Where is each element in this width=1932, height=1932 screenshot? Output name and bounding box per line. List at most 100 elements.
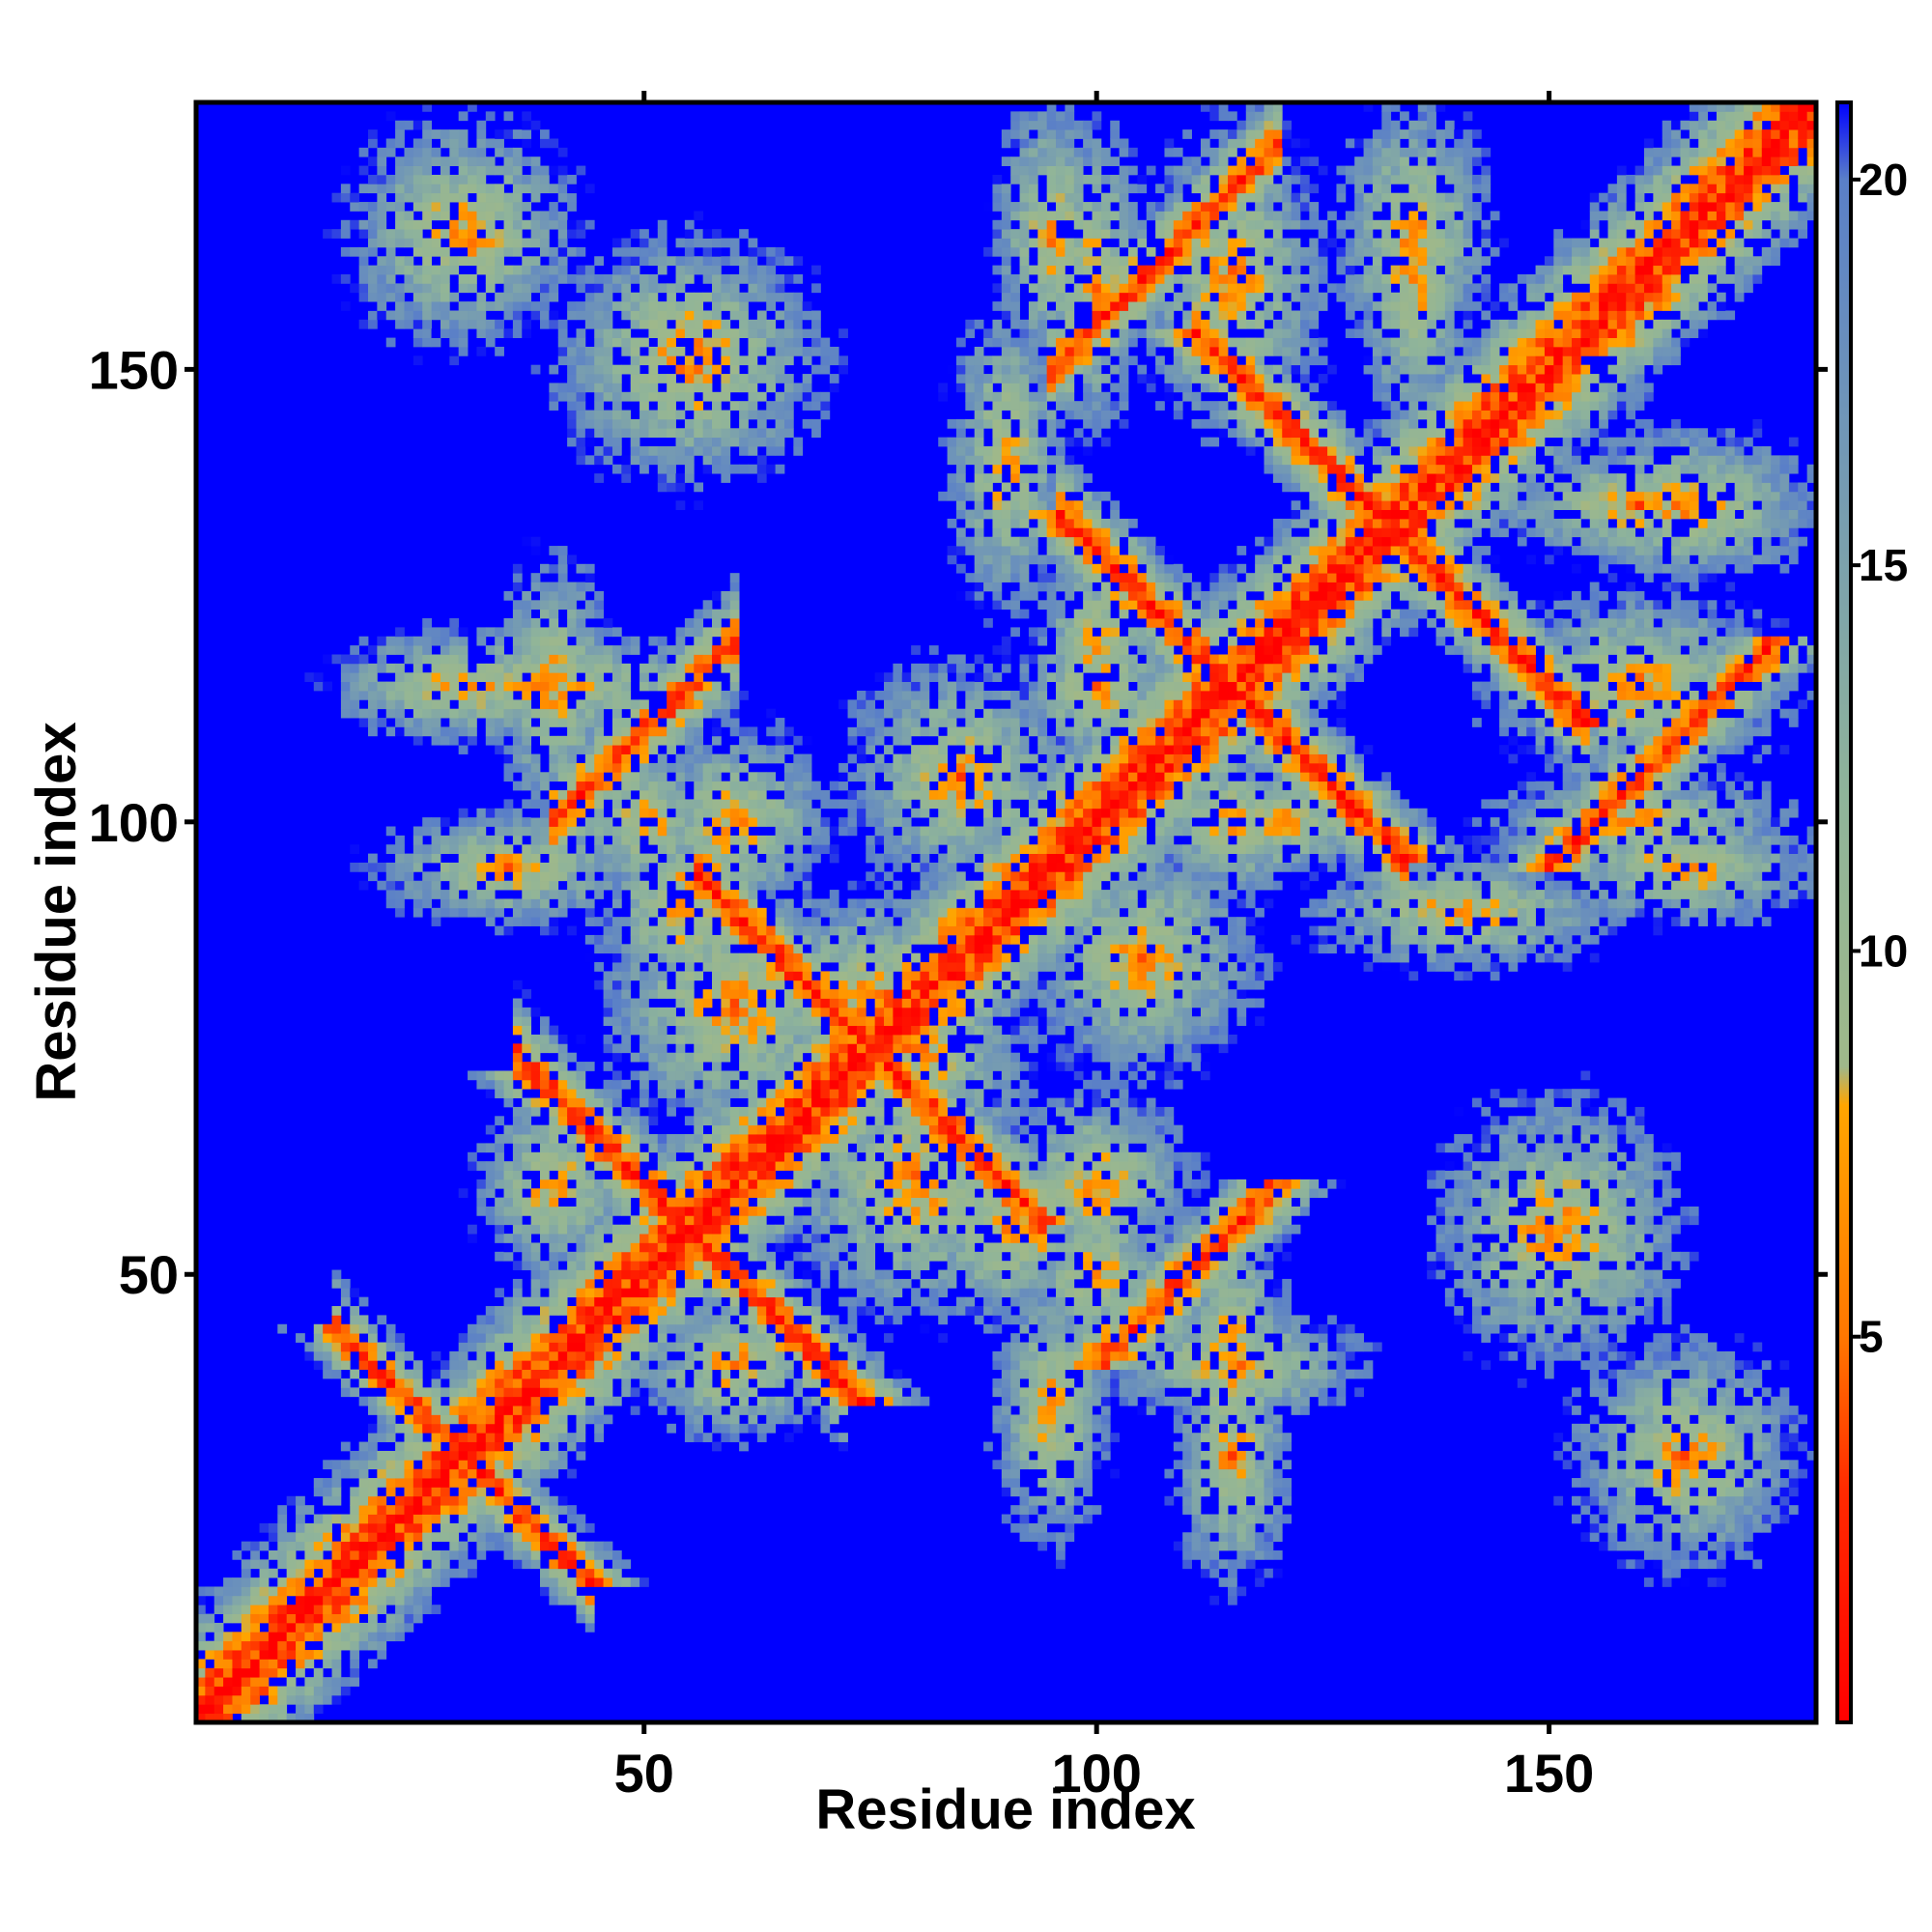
heatmap-cell [385,1414,396,1425]
heatmap-cell [748,1406,758,1415]
heatmap-cell [657,1034,668,1044]
heatmap-cell [712,455,722,466]
heatmap-cell [468,1369,477,1379]
heatmap-cell [748,1143,758,1153]
heatmap-cell [630,1170,640,1180]
heatmap-cell [802,925,812,936]
heatmap-cell [340,1605,351,1614]
heatmap-cell [557,1378,568,1388]
heatmap-cell [594,1116,604,1126]
heatmap-cell [377,202,387,212]
heatmap-cell [440,301,450,311]
heatmap-cell [404,1514,414,1524]
heatmap-cell [675,1179,686,1189]
heatmap-cell [729,699,740,710]
heatmap-cell [350,1522,360,1533]
heatmap-cell [549,1423,559,1434]
heatmap-cell [748,726,758,737]
heatmap-cell [495,1396,504,1406]
heatmap-cell [729,917,740,926]
heatmap-cell [449,1495,460,1506]
heatmap-cell [530,1360,541,1371]
heatmap-cell [712,301,722,311]
heatmap-cell [775,826,785,837]
heatmap-cell [657,283,668,294]
heatmap-cell [567,1097,577,1108]
heatmap-cell [512,672,523,682]
heatmap-cell [630,1179,640,1189]
heatmap-cell [368,292,378,302]
heatmap-cell [639,745,649,754]
heatmap-cell [422,844,432,854]
heatmap-cell [522,1143,532,1153]
heatmap-cell [721,418,731,429]
heatmap-cell [667,1034,676,1044]
heatmap-cell [748,1369,758,1379]
heatmap-cell [675,636,686,646]
heatmap-cell [567,582,577,592]
heatmap-cell [567,1224,577,1235]
heatmap-cell [458,1505,469,1515]
heatmap-cell [431,1460,441,1470]
heatmap-cell [611,672,622,682]
heatmap-cell [694,971,704,981]
heatmap-cell [775,917,785,926]
heatmap-cell [739,328,749,338]
heatmap-cell [603,1369,613,1379]
heatmap-cell [611,1333,622,1343]
heatmap-cell [395,1568,405,1578]
heatmap-cell [675,1315,686,1325]
heatmap-cell [748,772,758,782]
heatmap-cell [748,1333,758,1343]
heatmap-cell [557,890,568,899]
heatmap-cell [385,826,396,837]
heatmap-cell [431,238,441,248]
heatmap-cell [667,1206,676,1216]
heatmap-cell [739,1406,749,1415]
heatmap-cell [675,699,686,710]
heatmap-cell [449,1460,460,1470]
heatmap-cell [766,1269,776,1280]
heatmap-cell [793,1134,804,1144]
heatmap-cell [567,1333,577,1343]
heatmap-cell [802,1350,812,1361]
heatmap-cell [775,391,785,402]
heatmap-cell [775,401,785,411]
heatmap-cell [549,645,559,655]
heatmap-cell [540,1433,550,1442]
heatmap-cell [820,934,831,945]
heatmap-cell [512,681,523,692]
heatmap-cell [775,1089,785,1098]
heatmap-cell [611,917,622,926]
heatmap-cell [512,1224,523,1235]
heatmap-cell [512,1278,523,1289]
heatmap-cell [820,1261,831,1270]
heatmap-cell [377,1505,387,1515]
heatmap-cell [603,971,613,981]
heatmap-cell [503,772,514,782]
heatmap-cell [350,1460,360,1470]
heatmap-cell [557,672,568,682]
heatmap-cell [621,265,632,275]
heatmap-cell [675,862,686,872]
heatmap-cell [729,753,740,764]
heatmap-cell [557,1433,568,1442]
heatmap-cell [404,1522,414,1533]
heatmap-cell [630,1234,640,1243]
heatmap-cell [847,1234,858,1243]
heatmap-cell [431,310,441,321]
heatmap-cell [639,1179,649,1189]
heatmap-cell [802,1034,812,1044]
heatmap-cell [675,654,686,665]
heatmap-cell [313,1586,324,1597]
heatmap-cell [702,998,713,1009]
heatmap-cell [549,1514,559,1524]
heatmap-cell [667,1106,676,1117]
heatmap-cell [756,1197,767,1208]
heatmap-cell [476,1522,487,1533]
heatmap-cell [729,1089,740,1098]
heatmap-cell [611,437,622,447]
heatmap-cell [404,672,414,682]
heatmap-cell [594,1433,604,1442]
heatmap-cell [820,1315,831,1325]
